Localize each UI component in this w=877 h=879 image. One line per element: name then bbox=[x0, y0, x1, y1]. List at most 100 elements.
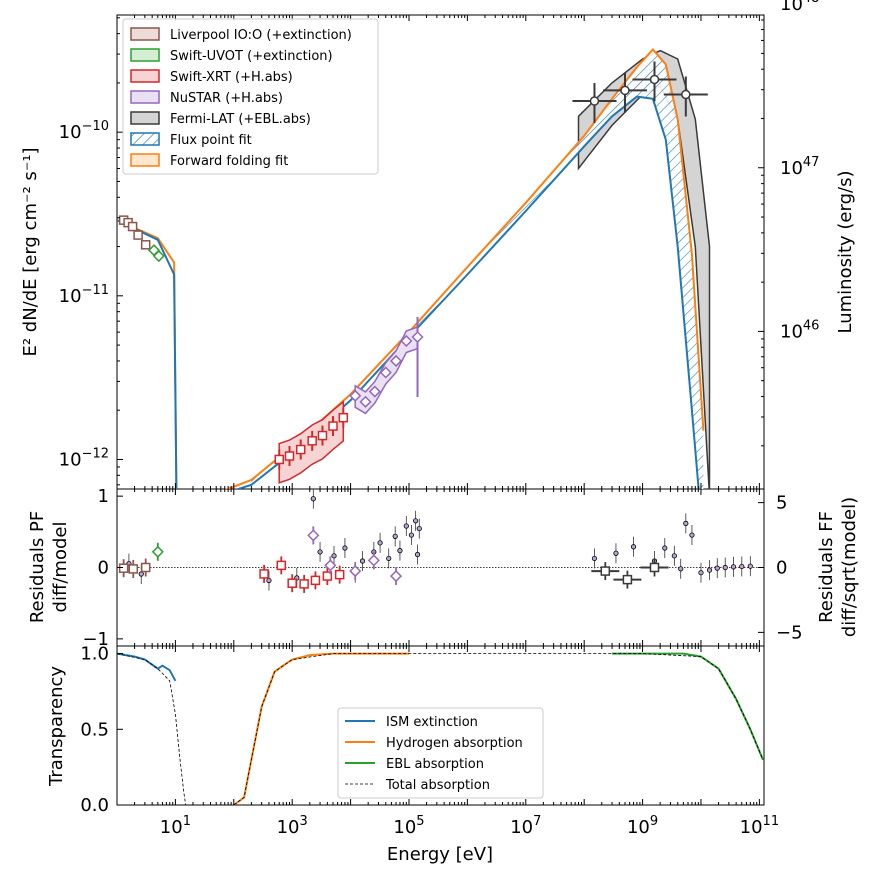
transparency-legend: ISM extinction Hydrogen absorption EBL abs… bbox=[337, 707, 544, 799]
nustar-point bbox=[411, 330, 424, 344]
sed-y-label-right: Luminosity (erg/s) bbox=[835, 171, 856, 334]
transparency-tick-label: 0.0 bbox=[80, 795, 109, 816]
x-axis-label: Energy [eV] bbox=[387, 844, 493, 865]
sed-y-tick-label: 10−10 bbox=[59, 119, 109, 143]
pf-residual-point bbox=[299, 579, 309, 589]
ff-residual-point bbox=[730, 564, 737, 570]
residual-left-tick-label: 1 bbox=[98, 486, 109, 507]
ff-residual-point bbox=[722, 564, 728, 571]
ff-residual-point bbox=[630, 544, 637, 550]
pf-residual-point bbox=[600, 566, 611, 576]
residual-left-tick-label: 0 bbox=[98, 558, 109, 579]
sed-legend-label: NuSTAR (+H.abs) bbox=[170, 91, 283, 106]
sed-right-tick-label: 1047 bbox=[780, 155, 819, 179]
liverpool-point bbox=[133, 230, 143, 240]
sed-y-label-left: E² dN/dE [erg cm⁻² s⁻¹] bbox=[20, 147, 41, 356]
x-tick-label: 101 bbox=[160, 814, 191, 838]
ff-residual-point bbox=[359, 558, 366, 564]
fermi-point bbox=[681, 89, 691, 100]
sed-y-tick-label: 10−12 bbox=[59, 446, 109, 470]
ff-residual-point bbox=[317, 549, 323, 555]
residuals-y-label-left-line1: Residuals PF bbox=[27, 511, 48, 623]
fermi-point bbox=[620, 85, 630, 96]
pf-residual-point bbox=[151, 545, 164, 558]
nustar-point bbox=[379, 366, 392, 379]
x-tick-label: 109 bbox=[627, 814, 658, 838]
ff-residual-point bbox=[392, 533, 398, 539]
sed-legend-swatch bbox=[130, 132, 160, 146]
ff-residual-point bbox=[416, 525, 422, 532]
xrt-point bbox=[295, 444, 306, 455]
pf-residual-point bbox=[276, 560, 287, 571]
sed-legend-label: Swift-XRT (+H.abs) bbox=[170, 70, 293, 85]
x-tick-label: 105 bbox=[393, 814, 424, 838]
pf-residual-point bbox=[140, 562, 151, 573]
ff-residual-point bbox=[714, 565, 720, 571]
sed-legend-swatch bbox=[130, 90, 160, 104]
pf-residual-point bbox=[389, 570, 403, 583]
pf-residual-point bbox=[128, 564, 139, 574]
ff-residual-point bbox=[413, 518, 419, 524]
ff-residual-point bbox=[678, 566, 684, 572]
xrt-point bbox=[317, 430, 328, 441]
sed-legend-label: Forward folding fit bbox=[170, 154, 288, 169]
x-tick-label: 107 bbox=[510, 814, 541, 838]
transparency-tick-label: 0.5 bbox=[80, 719, 109, 740]
ff-residual-point bbox=[662, 545, 668, 551]
ism-extinction-line bbox=[117, 652, 177, 682]
transparency-tick-label: 1.0 bbox=[80, 644, 109, 665]
sed-legend-swatch bbox=[130, 111, 160, 125]
ff-residual-point bbox=[698, 570, 704, 576]
ff-residual-point bbox=[310, 496, 316, 502]
xrt-point bbox=[284, 451, 295, 461]
sed-y-tick-label: 10−11 bbox=[59, 283, 109, 307]
residual-left-tick-label: −1 bbox=[82, 629, 109, 650]
x-tick-label: 1011 bbox=[740, 814, 779, 838]
transparency-legend-label: Total absorption bbox=[385, 778, 490, 793]
sed-legend-swatch bbox=[130, 153, 160, 167]
ff-residual-point bbox=[591, 555, 598, 562]
transparency-legend-label: ISM extinction bbox=[386, 715, 478, 730]
sed-legend: Liverpool IO:O (+extinction) Swift-UVOT (… bbox=[122, 18, 379, 175]
sed-legend-label: Fermi-LAT (+EBL.abs) bbox=[170, 112, 311, 127]
ff-residual-point bbox=[671, 553, 677, 559]
ff-residual-point bbox=[397, 548, 403, 554]
sed-right-tick-label: 1048 bbox=[780, 0, 819, 15]
transparency-legend-label: Hydrogen absorption bbox=[386, 736, 523, 751]
xrt-point bbox=[328, 421, 338, 431]
pf-residual-point bbox=[334, 569, 345, 580]
residual-right-tick-label: −5 bbox=[776, 622, 803, 643]
axes: 101 103 105 107 109 101110−1210−1110−10104610… bbox=[59, 0, 820, 838]
sed-legend-swatch bbox=[130, 27, 160, 41]
ff-residual-point bbox=[689, 532, 695, 538]
ff-residual-point bbox=[377, 540, 383, 546]
residual-right-tick-label: 0 bbox=[776, 558, 787, 579]
sed-legend-frame bbox=[122, 18, 379, 175]
sed-legend-label: Swift-UVOT (+extinction) bbox=[170, 49, 333, 64]
ff-residual-point bbox=[747, 563, 753, 569]
ff-residual-point bbox=[739, 563, 745, 570]
xrt-point bbox=[274, 454, 284, 465]
ff-residual-point bbox=[683, 520, 689, 526]
transparency-plot-area bbox=[117, 652, 764, 805]
ff-residual-point bbox=[414, 551, 421, 558]
ff-residual-point bbox=[613, 550, 619, 556]
ff-residual-point bbox=[403, 523, 409, 529]
flux-point-fit-line bbox=[117, 95, 700, 489]
sed-legend-swatch bbox=[130, 69, 160, 83]
pf-residual-point bbox=[118, 563, 129, 573]
residual-right-tick-label: 5 bbox=[776, 493, 787, 514]
ff-residual-point bbox=[266, 577, 272, 584]
xrt-point bbox=[307, 436, 317, 446]
pf-residual-point bbox=[367, 554, 380, 567]
ff-residual-point bbox=[138, 571, 144, 577]
fermi-point bbox=[589, 96, 600, 106]
pf-residual-point bbox=[307, 529, 320, 542]
pf-residual-point bbox=[259, 569, 269, 579]
residuals-y-label-left-line2: diff/model bbox=[50, 522, 71, 613]
residuals-plot-area bbox=[117, 489, 764, 593]
pf-residual-point bbox=[622, 574, 633, 585]
pf-residual-point bbox=[322, 571, 333, 581]
nustar-point bbox=[368, 385, 381, 398]
